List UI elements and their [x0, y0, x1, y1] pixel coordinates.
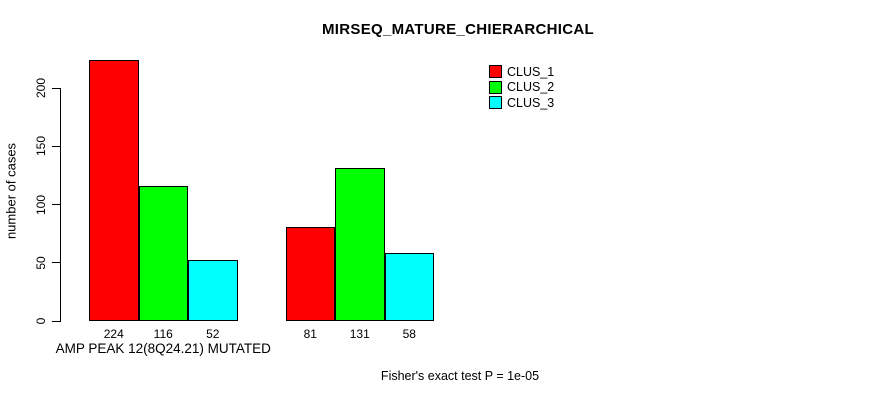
legend-label: CLUS_3 — [507, 95, 555, 110]
y-tick-label: 100 — [34, 194, 48, 215]
legend-label: CLUS_1 — [507, 64, 555, 79]
bar-clus_1-group2 — [285, 226, 335, 321]
legend-row-clus_1: CLUS_1 — [489, 64, 554, 80]
legend-swatch-clus_1 — [489, 65, 502, 79]
bar-clus_3-group2 — [384, 253, 434, 321]
bar-value-label: 58 — [402, 327, 416, 341]
bar-value-label: 131 — [349, 327, 370, 341]
bar-value-label: 116 — [153, 327, 173, 341]
y-tick-label: 50 — [34, 256, 48, 270]
y-tick — [52, 145, 60, 147]
legend-swatch-clus_2 — [489, 80, 502, 94]
y-tick — [52, 87, 60, 89]
legend-row-clus_2: CLUS_2 — [489, 80, 554, 96]
legend-label: CLUS_2 — [507, 80, 555, 95]
chart-title: MIRSEQ_MATURE_CHIERARCHICAL — [322, 21, 594, 38]
y-tick-label: 0 — [34, 317, 48, 325]
x-axis-group-label: AMP PEAK 12(8Q24.21) MUTATED — [55, 341, 271, 356]
legend-swatch-clus_3 — [489, 96, 502, 110]
bar-clus_3-group1 — [188, 260, 238, 321]
bar-value-label: 52 — [206, 327, 220, 341]
y-tick — [52, 320, 60, 322]
y-tick — [52, 262, 60, 264]
y-axis-label: number of cases — [3, 142, 19, 240]
bar-clus_1-group1 — [89, 60, 139, 321]
y-tick-label: 150 — [34, 136, 48, 157]
bar-value-label: 81 — [303, 327, 317, 341]
y-axis-line — [60, 88, 61, 322]
bar-clus_2-group2 — [335, 168, 385, 321]
bar-clus_2-group1 — [138, 185, 188, 321]
bar-value-label: 224 — [103, 327, 124, 341]
legend: CLUS_1 CLUS_2 CLUS_3 — [489, 64, 554, 111]
legend-row-clus_3: CLUS_3 — [489, 95, 554, 111]
y-tick-label: 200 — [34, 77, 48, 99]
annotation-fisher-test: Fisher's exact test P = 1e-05 — [380, 369, 540, 383]
y-tick — [52, 204, 60, 205]
